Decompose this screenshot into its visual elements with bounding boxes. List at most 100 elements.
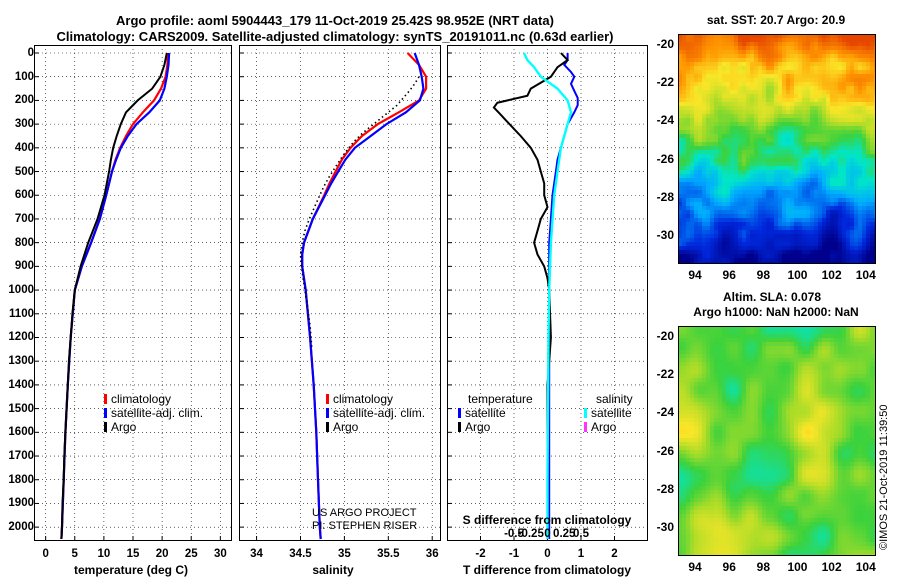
map-cell (786, 218, 791, 223)
map-cell (870, 146, 875, 151)
map-cell (766, 366, 771, 371)
map-cell (722, 242, 727, 247)
map-cell (778, 366, 783, 371)
map-cell (714, 86, 719, 91)
map-cell (754, 194, 759, 199)
map-cell (746, 66, 751, 71)
map-cell (706, 134, 711, 139)
map-cell (814, 218, 819, 223)
map-cell (706, 390, 711, 395)
map-cell (830, 182, 835, 187)
map-cell (734, 378, 739, 383)
map-cell (710, 58, 715, 63)
map-cell (782, 410, 787, 415)
map-cell (750, 202, 755, 207)
map-cell (754, 418, 759, 423)
map-cell (702, 114, 707, 119)
map-cell (854, 106, 859, 111)
map-cell (842, 366, 847, 371)
map-cell (862, 254, 867, 259)
map-cell (778, 358, 783, 363)
map-cell (686, 122, 691, 127)
map-cell (782, 146, 787, 151)
map-cell (842, 370, 847, 375)
map-cell (702, 406, 707, 411)
map-cell (770, 222, 775, 227)
map-cell (678, 326, 683, 331)
map-cell (734, 446, 739, 451)
map-cell (710, 458, 715, 463)
map-cell (866, 202, 871, 207)
map-cell (738, 422, 743, 427)
map-cell (802, 146, 807, 151)
map-cell (774, 126, 779, 131)
map-cell (730, 186, 735, 191)
map-cell (738, 462, 743, 467)
map-cell (826, 390, 831, 395)
map-cell (678, 110, 683, 115)
map-cell (854, 114, 859, 119)
map-cell (802, 34, 807, 39)
map-cell (770, 106, 775, 111)
map-cell (734, 450, 739, 455)
map-cell (834, 94, 839, 99)
map-cell (750, 386, 755, 391)
map-cell (826, 98, 831, 103)
map-cell (842, 386, 847, 391)
map-cell (854, 50, 859, 55)
map-cell (838, 418, 843, 423)
map-cell (686, 358, 691, 363)
map-cell (682, 42, 687, 47)
map-cell (714, 350, 719, 355)
map-cell (694, 242, 699, 247)
map-cell (846, 234, 851, 239)
map-cell (862, 42, 867, 47)
map-cell (814, 130, 819, 135)
map-cell (786, 394, 791, 399)
x-tick-label: 30 (213, 548, 227, 560)
map-cell (862, 54, 867, 59)
map-cell (678, 130, 683, 135)
map-cell (766, 438, 771, 443)
map-cell (722, 54, 727, 59)
map-cell (790, 214, 795, 219)
map-cell (734, 190, 739, 195)
map-cell (822, 102, 827, 107)
map-cell (706, 410, 711, 415)
map-cell (730, 70, 735, 75)
map-cell (686, 186, 691, 191)
map-cell (750, 470, 755, 475)
map-cell (726, 130, 731, 135)
map-cell (742, 126, 747, 131)
map-cell (838, 62, 843, 67)
map-cell (798, 422, 803, 427)
map-cell (754, 378, 759, 383)
map-cell (850, 218, 855, 223)
map-cell (766, 194, 771, 199)
map-cell (826, 174, 831, 179)
map-cell (850, 246, 855, 251)
map-cell (706, 402, 711, 407)
map-cell (690, 406, 695, 411)
map-cell (722, 38, 727, 43)
map-cell (810, 326, 815, 331)
map-cell (778, 370, 783, 375)
map-cell (694, 150, 699, 155)
map-cell (718, 242, 723, 247)
map-cell (714, 450, 719, 455)
map-cell (806, 346, 811, 351)
map-cell (786, 386, 791, 391)
map-cell (866, 34, 871, 39)
map-cell (830, 38, 835, 43)
map-cell (790, 110, 795, 115)
map-cell (730, 54, 735, 59)
map-cell (870, 354, 875, 359)
map-cell (698, 74, 703, 79)
map-cell (730, 354, 735, 359)
map-cell (762, 358, 767, 363)
map-cell (866, 466, 871, 471)
map-cell (702, 230, 707, 235)
map-cell (818, 142, 823, 147)
map-cell (682, 66, 687, 71)
map-cell (746, 346, 751, 351)
